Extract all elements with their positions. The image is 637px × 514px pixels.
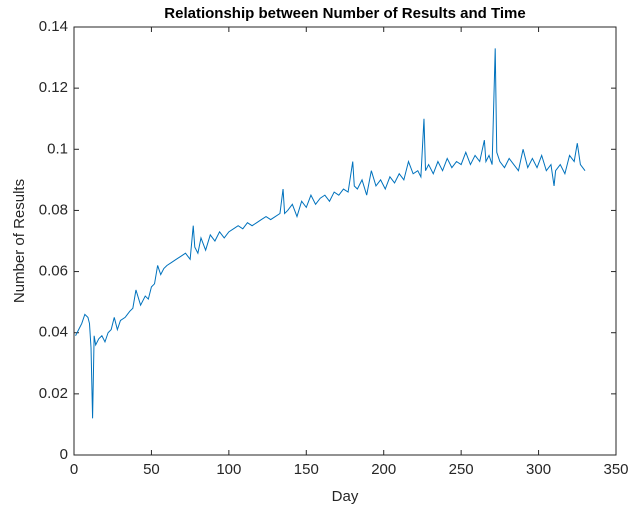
y-axis-label: Number of Results	[11, 179, 28, 303]
x-axis-label: Day	[332, 488, 359, 505]
chart-title: Relationship between Number of Results a…	[164, 5, 525, 22]
x-tick-label: 150	[294, 461, 319, 478]
y-tick-label: 0.12	[39, 79, 68, 96]
x-tick-label: 350	[603, 461, 628, 478]
x-tick-label: 50	[143, 461, 160, 478]
x-tick-label: 0	[70, 461, 78, 478]
y-tick-label: 0	[60, 446, 68, 463]
y-tick-label: 0.1	[47, 140, 68, 157]
y-tick-label: 0.14	[39, 18, 68, 35]
x-tick-label: 100	[216, 461, 241, 478]
x-tick-label: 300	[526, 461, 551, 478]
y-tick-label: 0.06	[39, 263, 68, 280]
y-tick-label: 0.08	[39, 201, 68, 218]
y-tick-label: 0.04	[39, 324, 68, 341]
y-tick-label: 0.02	[39, 385, 68, 402]
x-tick-label: 250	[449, 461, 474, 478]
axes-box	[73, 26, 617, 456]
data-line	[75, 48, 586, 419]
x-tick-label: 200	[371, 461, 396, 478]
